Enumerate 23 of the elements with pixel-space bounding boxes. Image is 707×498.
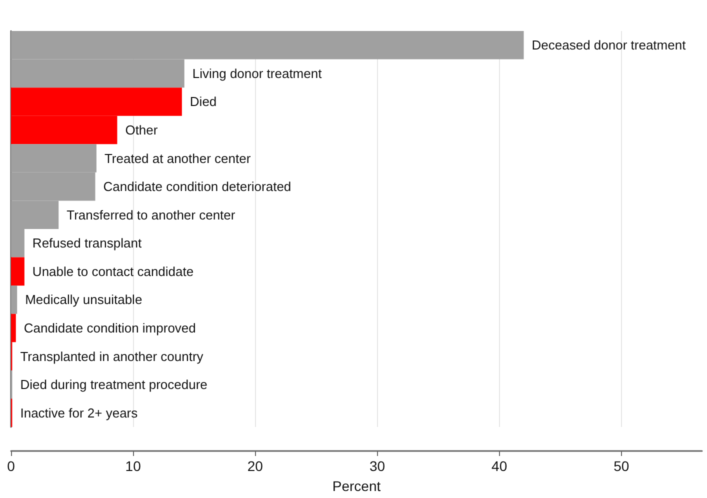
bar — [11, 286, 18, 314]
x-tick-label: 0 — [7, 458, 16, 474]
x-tick-label: 20 — [247, 458, 264, 474]
y-tick-label: Refused transplant — [32, 236, 142, 251]
y-tick-label: Deceased donor treatment — [532, 38, 686, 53]
y-tick-label: Medically unsuitable — [25, 292, 142, 308]
y-tick-label: Unable to contact candidate — [32, 264, 194, 279]
x-tick-label: 50 — [614, 458, 630, 474]
y-tick-label: Transplanted in another country — [20, 348, 204, 364]
y-tick-label: Died — [190, 94, 217, 110]
y-tick-label: Candidate condition improved — [24, 320, 196, 336]
y-tick-label: Living donor treatment — [192, 66, 322, 81]
y-tick-label: Treated at another center — [104, 150, 252, 166]
x-tick-label: 10 — [125, 458, 142, 474]
y-tick-label: Inactive for 2+ years — [20, 405, 138, 420]
x-tick-label: 40 — [492, 458, 508, 474]
bar — [11, 257, 24, 286]
x-tick-label: 30 — [369, 458, 386, 474]
y-tick-label: Candidate condition deteriorated — [103, 179, 292, 194]
y-tick-label: Died during treatment procedure — [20, 377, 208, 392]
x-axis-title: Percent — [332, 478, 381, 494]
y-tick-label: Transferred to another center — [66, 207, 236, 222]
y-tick-label: Other — [125, 122, 158, 138]
